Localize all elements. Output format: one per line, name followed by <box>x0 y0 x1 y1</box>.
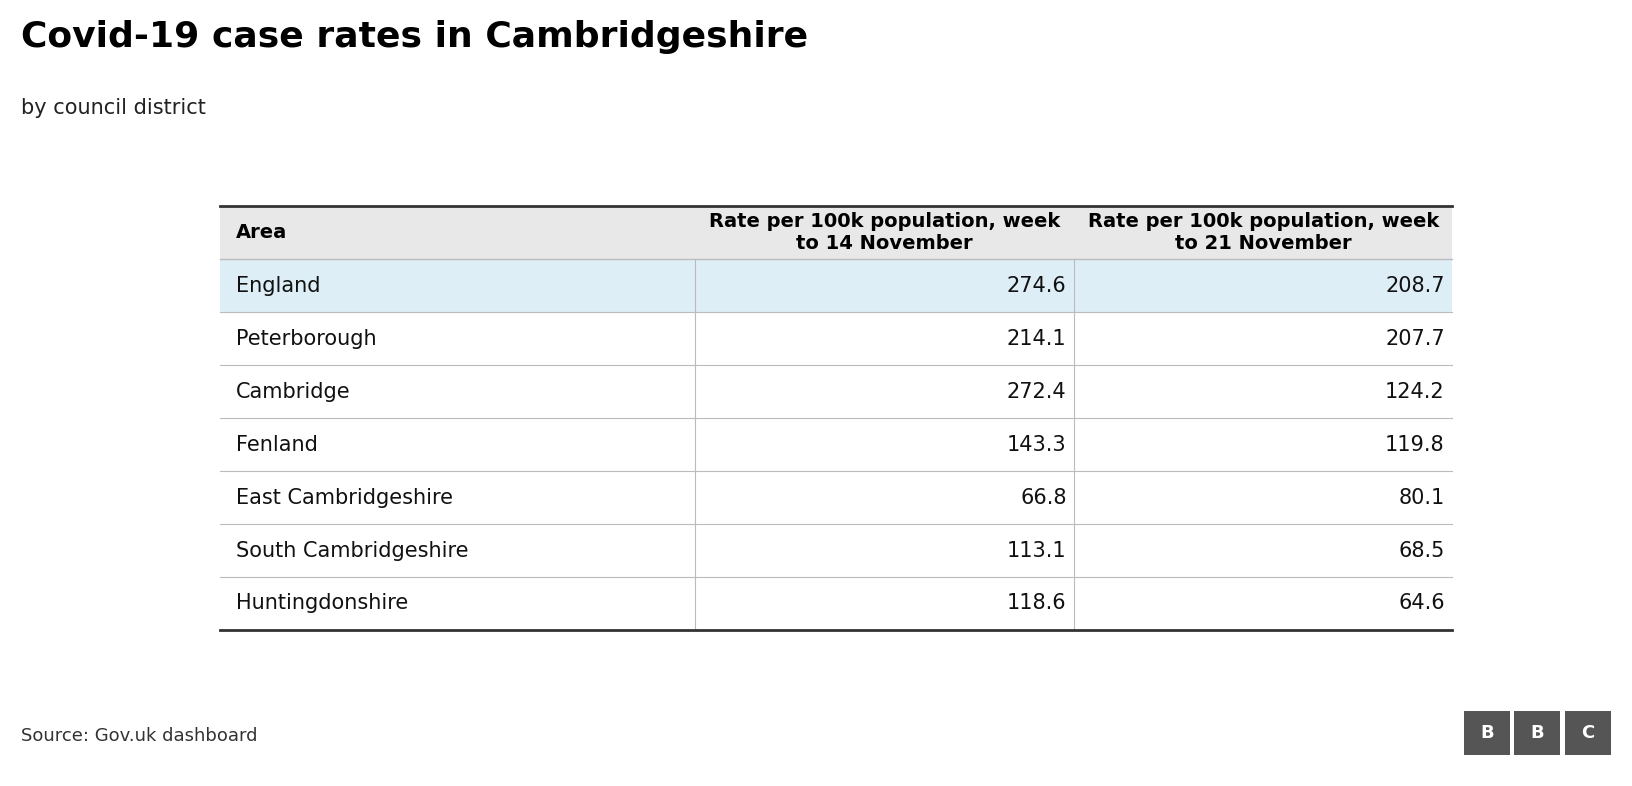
Text: 143.3: 143.3 <box>1007 435 1067 454</box>
Text: England: England <box>235 276 320 296</box>
Text: Area: Area <box>235 223 287 242</box>
Bar <box>220 206 1452 259</box>
Text: 214.1: 214.1 <box>1007 329 1067 349</box>
Text: 113.1: 113.1 <box>1007 541 1067 560</box>
Text: C: C <box>1581 724 1594 742</box>
Text: 119.8: 119.8 <box>1386 435 1444 454</box>
Text: 118.6: 118.6 <box>1007 593 1067 613</box>
Text: East Cambridgeshire: East Cambridgeshire <box>235 487 452 508</box>
Text: 208.7: 208.7 <box>1386 276 1444 296</box>
Text: by council district: by council district <box>21 98 206 118</box>
Text: Covid-19 case rates in Cambridgeshire: Covid-19 case rates in Cambridgeshire <box>21 20 808 53</box>
Text: B: B <box>1480 724 1493 742</box>
Text: Peterborough: Peterborough <box>235 329 377 349</box>
Text: 274.6: 274.6 <box>1007 276 1067 296</box>
Text: 80.1: 80.1 <box>1399 487 1444 508</box>
Text: 68.5: 68.5 <box>1399 541 1444 560</box>
Text: Source: Gov.uk dashboard: Source: Gov.uk dashboard <box>21 727 258 745</box>
Text: B: B <box>1531 724 1544 742</box>
Bar <box>220 365 1452 418</box>
Text: Huntingdonshire: Huntingdonshire <box>235 593 408 613</box>
Text: Cambridge: Cambridge <box>235 382 351 402</box>
Text: 124.2: 124.2 <box>1386 382 1444 402</box>
Text: South Cambridgeshire: South Cambridgeshire <box>235 541 468 560</box>
Text: Fenland: Fenland <box>235 435 318 454</box>
Text: 272.4: 272.4 <box>1007 382 1067 402</box>
Bar <box>220 259 1452 312</box>
Bar <box>220 471 1452 524</box>
Bar <box>220 577 1452 630</box>
Text: Rate per 100k population, week
to 14 November: Rate per 100k population, week to 14 Nov… <box>708 212 1061 253</box>
Text: Rate per 100k population, week
to 21 November: Rate per 100k population, week to 21 Nov… <box>1087 212 1439 253</box>
Bar <box>220 312 1452 365</box>
Text: 207.7: 207.7 <box>1386 329 1444 349</box>
Text: 64.6: 64.6 <box>1399 593 1444 613</box>
Text: 66.8: 66.8 <box>1020 487 1067 508</box>
Bar <box>220 418 1452 471</box>
Bar <box>220 524 1452 577</box>
